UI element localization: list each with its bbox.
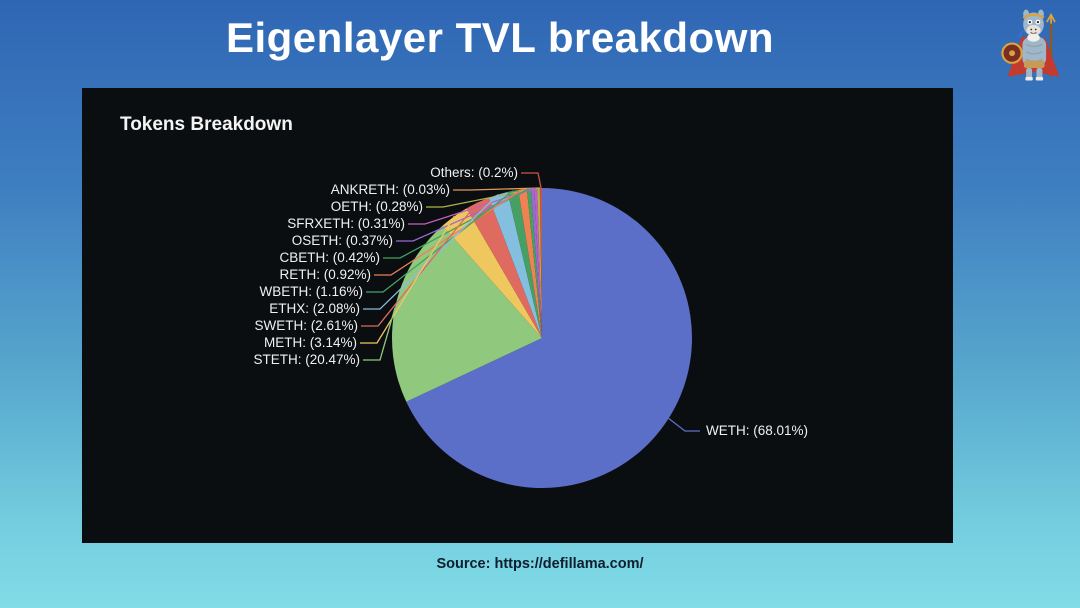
pie-slice-sweth bbox=[466, 197, 542, 338]
leader-line bbox=[668, 417, 700, 432]
pie-slice-reth bbox=[518, 188, 542, 338]
leader-line bbox=[453, 187, 541, 191]
pie-label-oseth: OSETH: (0.37%) bbox=[291, 233, 393, 248]
trident-icon bbox=[1046, 12, 1056, 24]
leader-line bbox=[426, 187, 539, 208]
pie-slice-others bbox=[540, 187, 542, 338]
pie-label-reth: RETH: (0.92%) bbox=[279, 267, 371, 282]
leader-line bbox=[361, 202, 479, 327]
page-title: Eigenlayer TVL breakdown bbox=[225, 14, 775, 61]
pie-label-cbeth: CBETH: (0.42%) bbox=[279, 250, 380, 265]
laurel-icon bbox=[1022, 13, 1045, 19]
lightning-icon bbox=[1018, 28, 1025, 39]
pie-slice-sfrxeth bbox=[534, 188, 542, 338]
llama-body bbox=[1022, 36, 1047, 67]
source-attribution: Source: https://defillama.com/ bbox=[436, 556, 644, 572]
pie-chart: Others: (0.2%) ANKRETH: (0.03%) OETH: (0.2… bbox=[82, 88, 953, 543]
leader-line bbox=[360, 216, 455, 344]
pie-slice-weth bbox=[406, 188, 693, 488]
leader-line bbox=[408, 187, 536, 225]
defillama-llama-mascot-icon bbox=[1001, 9, 1060, 81]
pie-label-steth: STETH: (20.47%) bbox=[253, 352, 360, 367]
pie-slice-steth bbox=[392, 225, 542, 402]
pie-label-oeth: OETH: (0.28%) bbox=[330, 199, 423, 214]
pie-slice-cbeth bbox=[526, 188, 542, 338]
pie-label-ankreth: ANKRETH: (0.03%) bbox=[330, 182, 450, 197]
llama-muzzle bbox=[1026, 25, 1041, 36]
pie-label-wbeth: WBETH: (1.16%) bbox=[259, 284, 363, 299]
pie-slice-ankreth bbox=[539, 188, 542, 338]
pie-slice-ethx bbox=[488, 192, 542, 338]
pie-chart-svg bbox=[360, 172, 700, 488]
leader-line bbox=[363, 194, 499, 310]
pie-label-sweth: SWETH: (2.61%) bbox=[254, 318, 358, 333]
pie-slice-meth bbox=[442, 208, 542, 338]
pie-label-ethx: ETHX: (2.08%) bbox=[269, 301, 360, 316]
beard-icon bbox=[1027, 33, 1040, 42]
pie-label-weth: WETH: (68.01%) bbox=[706, 423, 809, 438]
chart-panel: Tokens Breakdown Others: (0.2%) ANKRETH: … bbox=[82, 88, 953, 543]
pie-slice-wbeth bbox=[507, 189, 542, 338]
pie-label-others: Others: (0.2%) bbox=[430, 165, 518, 180]
chart-title: Tokens Breakdown bbox=[120, 114, 293, 135]
pie-label-meth: METH: (3.14%) bbox=[263, 335, 357, 350]
pie-slice-oseth bbox=[530, 188, 542, 338]
pie-slice-oeth bbox=[537, 188, 542, 338]
leader-line bbox=[363, 307, 396, 361]
leader-line bbox=[366, 190, 514, 293]
pie-label-sfrxeth: SFRXETH: (0.31%) bbox=[287, 216, 405, 231]
leader-line bbox=[521, 172, 542, 189]
